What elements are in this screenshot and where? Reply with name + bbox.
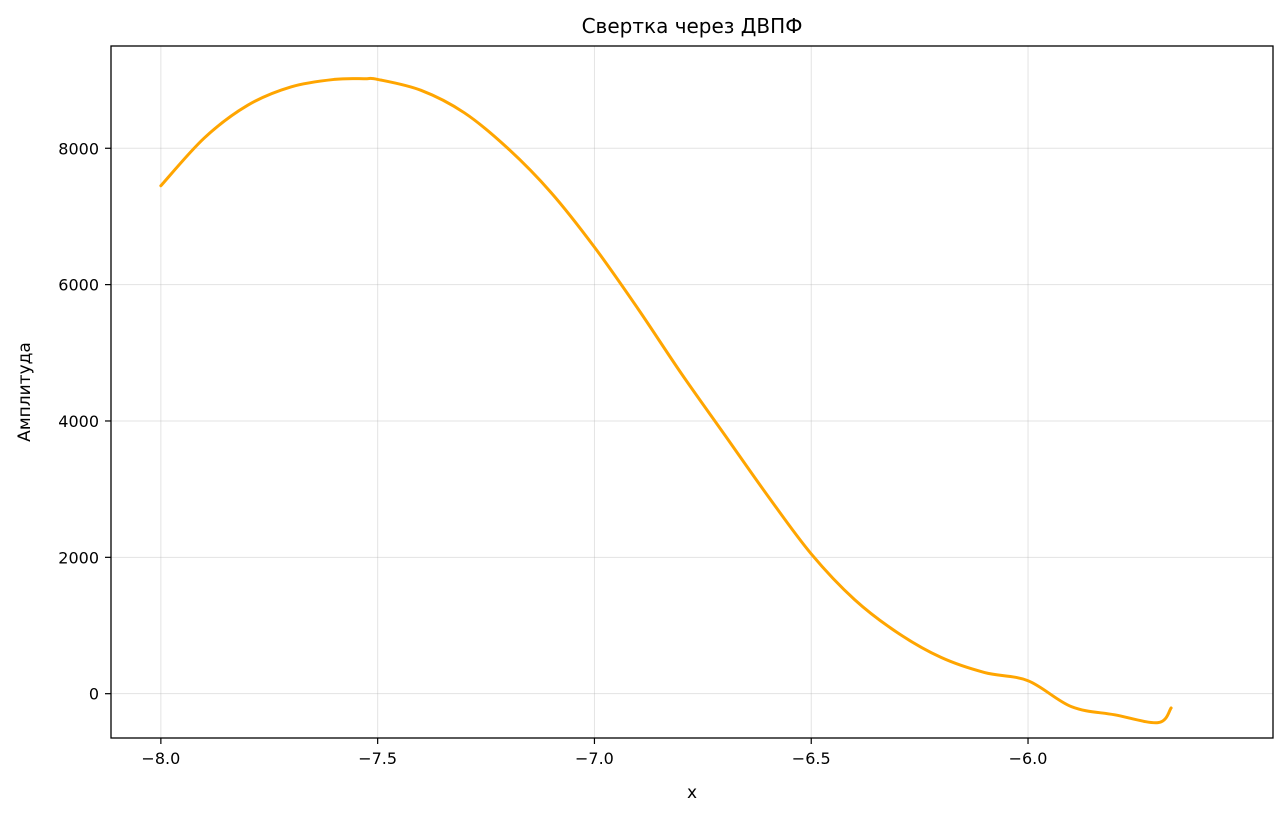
y-axis-label: Амплитуда [15,342,35,442]
y-tick-label: 6000 [58,276,99,295]
tick-layer: −8.0 −7.5 −7.0 −6.5 −6.0 0 2000 4000 6000 8000 [58,139,1047,768]
plot-frame [110,45,1274,739]
x-tick-label: −6.0 [1009,749,1048,768]
y-tick-label: 0 [89,685,99,704]
y-tick-label: 8000 [58,139,99,158]
x-axis-label: x [687,783,697,803]
x-tick-label: −7.0 [575,749,614,768]
series-layer [159,76,1173,725]
grid-layer [111,46,1273,738]
series-line [159,76,1173,725]
x-tick-label: −6.5 [792,749,831,768]
x-tick-label: −7.5 [358,749,397,768]
x-tick-label: −8.0 [141,749,180,768]
chart-title: Свертка через ДВПФ [582,14,803,38]
y-tick-label: 2000 [58,548,99,567]
y-tick-label: 4000 [58,412,99,431]
